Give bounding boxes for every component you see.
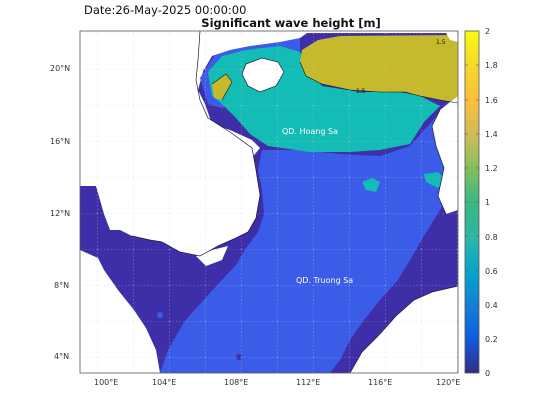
colorbar-tick: 1.8 (485, 61, 498, 70)
map-title: Significant wave height [m] (201, 16, 381, 30)
colorbar-tick: 0.8 (485, 233, 498, 242)
lon-tick-label: 120°E (436, 378, 460, 387)
lon-axis: 100°E 104°E 108°E 112°E 116°E 120°E (94, 378, 460, 387)
colorbar-tick: 0.2 (485, 335, 498, 344)
colorbar: 2 1.8 1.6 1.4 1.2 1 0.8 0.6 0.4 0.2 0 (464, 27, 498, 378)
colorbar-tick: 2 (485, 27, 490, 36)
colorbar-tick: 0 (485, 369, 490, 378)
map-area (79, 30, 459, 374)
date-label: Date:26-May-2025 00:00:00 (84, 3, 247, 17)
lat-tick-label: 12°N (50, 209, 70, 218)
lat-tick-label: 4°N (54, 352, 69, 361)
paracel-islands-label: QD. Hoang Sa (282, 127, 338, 136)
colorbar-tick: 1.4 (485, 130, 498, 139)
lon-tick-label: 104°E (152, 378, 176, 387)
colorbar-tick: 1 (485, 198, 490, 207)
contour-lines (211, 61, 459, 104)
lat-tick-label: 16°N (50, 137, 70, 146)
colorbar-tick: 0.6 (485, 267, 498, 276)
colorbar-tick: 1.6 (485, 96, 498, 105)
lon-tick-label: 108°E (224, 378, 248, 387)
lat-axis: 20°N 16°N 12°N 8°N 4°N (50, 64, 70, 361)
contour-label: 1.5 (436, 39, 446, 46)
lon-tick-label: 112°E (296, 378, 320, 387)
lon-tick-label: 100°E (94, 378, 118, 387)
lat-tick-label: 20°N (50, 64, 70, 73)
colorbar-tick: 1.2 (485, 164, 498, 173)
lat-tick-label: 8°N (54, 281, 69, 290)
colorbar-tick: 0.4 (485, 301, 498, 310)
coastline (131, 30, 459, 374)
spratly-islands-label: QD. Truong Sa (296, 276, 353, 285)
contour-label: 1.5 (356, 88, 366, 95)
lon-tick-label: 116°E (368, 378, 392, 387)
